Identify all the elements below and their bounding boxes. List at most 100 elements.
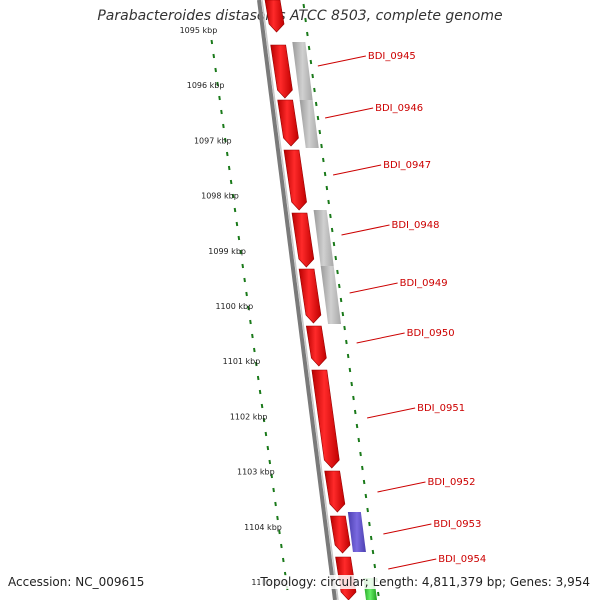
outer-ring-dot (314, 101, 318, 107)
inner-ring-dot (276, 515, 279, 521)
outer-dotted-ring (302, 3, 380, 597)
inner-ring-dot (260, 403, 264, 409)
cds-arrow-6 (298, 268, 322, 324)
outer-ring-dot (337, 283, 341, 289)
outer-ring-dot (323, 171, 327, 177)
inner-ring-dot (235, 221, 239, 227)
outer-ring-dot (348, 367, 352, 373)
inner-ring-dot (245, 291, 248, 297)
homolog-block-4 (320, 266, 342, 324)
inner-ring-dot (254, 361, 258, 367)
cds-arrow-2 (270, 44, 293, 99)
outer-ring-dot (353, 409, 357, 415)
scale-label: 1101 kbp (223, 357, 261, 366)
scale-label: 1099 kbp (208, 247, 246, 256)
gene-label: BDI_0954 (438, 554, 486, 565)
scale-label: 1095 kbp (180, 26, 218, 35)
inner-ring-dot (264, 431, 268, 437)
accession-text: Accession: NC_009615 (8, 575, 145, 589)
inner-ring-dot (253, 347, 256, 353)
inner-ring-dot (210, 39, 214, 45)
cds-arrow-7 (305, 325, 327, 367)
inner-ring-dot (270, 473, 274, 479)
gene-label: BDI_0946 (375, 103, 423, 114)
outer-ring-dot (304, 17, 307, 23)
inner-ring-dot (249, 319, 252, 325)
inner-ring-dot (222, 123, 225, 129)
inner-ring-dot (220, 109, 223, 115)
inner-ring-dot (218, 95, 221, 101)
inner-ring-dot (214, 67, 217, 73)
outer-ring-dot (345, 339, 348, 345)
scale-label: 1100 kbp (215, 302, 253, 311)
inner-ring-dot (268, 459, 272, 465)
outer-ring-dot (318, 129, 322, 135)
inner-ring-dot (280, 543, 283, 549)
outer-ring-dot (346, 353, 350, 359)
gene-label: BDI_0949 (400, 278, 448, 289)
outer-ring-dot (322, 157, 325, 163)
gene-label: BDI_0948 (392, 220, 440, 231)
scale-label: 1097 kbp (194, 136, 232, 145)
outer-ring-dot (325, 185, 329, 191)
inner-ring-dot (225, 151, 229, 157)
outer-ring-dot (329, 213, 332, 219)
cds-arrow-4 (283, 149, 307, 211)
gene-leader-line (383, 523, 432, 535)
outer-ring-dot (350, 381, 353, 387)
outer-ring-dot (355, 423, 359, 429)
outer-ring-dot (352, 395, 355, 401)
outer-ring-dot (302, 3, 306, 9)
gene-label: BDI_0947 (383, 160, 431, 171)
genome-backbone (257, 0, 337, 600)
inner-ring-dot (272, 487, 275, 493)
outer-ring-dot (311, 73, 314, 79)
scale-label: 1102 kbp (230, 412, 268, 421)
gene-leader-line (377, 481, 426, 493)
cds-arrow-9 (324, 470, 346, 513)
inner-ring-dot (229, 179, 233, 185)
outer-ring-dot (313, 87, 316, 93)
inner-ring-dot (266, 445, 270, 451)
outer-ring-dot (309, 59, 313, 65)
outer-ring-dot (307, 45, 311, 51)
gene-leader-line (325, 107, 374, 119)
gene-label: BDI_0951 (417, 403, 465, 414)
outer-ring-dot (371, 549, 375, 555)
inner-ring-dot (231, 193, 235, 199)
cds-arrow-10 (330, 515, 351, 554)
genome-summary-text: Topology: circular; Length: 4,811,379 bp… (260, 575, 590, 589)
homolog-block-3 (313, 210, 334, 266)
outer-ring-dot (316, 115, 320, 121)
scale-label: 1104 kbp (244, 523, 282, 532)
inner-ring-dot (262, 417, 266, 423)
outer-ring-dot (341, 311, 345, 317)
cds-arrow-8 (311, 369, 340, 469)
gene-label: BDI_0945 (368, 51, 416, 62)
inner-ring-dot (227, 165, 231, 171)
outer-ring-dot (320, 143, 323, 149)
outer-ring-dot (361, 465, 364, 471)
blue-feature (347, 512, 366, 552)
cds-arrow-5 (291, 212, 315, 268)
genome-backbone-shadow (261, 0, 339, 600)
outer-ring-dot (373, 563, 377, 569)
inner-ring-dot (239, 249, 243, 255)
inner-ring-dot (241, 263, 245, 269)
outer-ring-dot (336, 269, 339, 275)
cds-arrow-1 (264, 0, 285, 33)
gene-leader-line (349, 282, 398, 294)
gene-label: BDI_0953 (433, 519, 481, 530)
homolog-features (292, 42, 378, 600)
homolog-block-1 (292, 42, 313, 100)
scale-label: 1103 kbp (237, 468, 275, 477)
gene-leader-line (367, 407, 416, 419)
scale-label: 1096 kbp (187, 81, 225, 90)
outer-ring-dot (366, 507, 369, 513)
gene-leader-line (388, 558, 437, 570)
gene-leader-line (332, 164, 382, 176)
gene-label: BDI_0952 (427, 477, 475, 488)
outer-ring-dot (334, 255, 338, 261)
outer-ring-dot (369, 535, 373, 541)
outer-ring-dot (377, 591, 380, 597)
